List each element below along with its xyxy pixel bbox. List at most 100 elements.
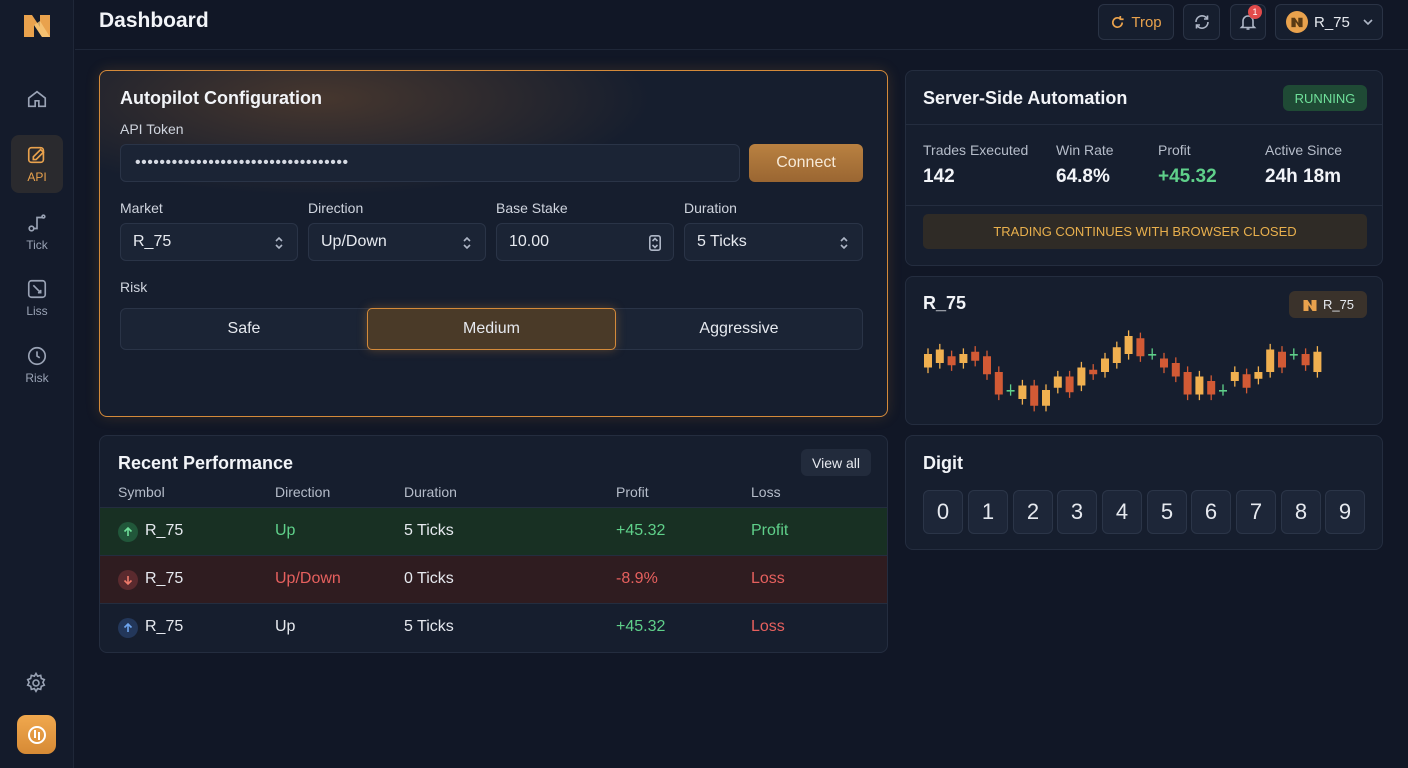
candle-body (1219, 390, 1227, 392)
header: Dashboard Trop 1 R_75 (75, 0, 1408, 50)
cell-symbol: R_75 (145, 618, 184, 635)
digit-button[interactable]: 5 (1147, 490, 1187, 534)
digit-panel: Digit 0 1 2 3 4 5 6 7 8 9 (905, 435, 1383, 550)
market-value: R_75 (133, 233, 172, 250)
cell-direction: Up (275, 618, 296, 635)
sidebar: API Tick Liss Risk (0, 0, 74, 768)
account-selector[interactable]: R_75 (1275, 4, 1383, 40)
market-select[interactable]: R_75 (120, 223, 298, 261)
candle-body (1266, 349, 1275, 372)
api-token-input[interactable]: ••••••••••••••••••••••••••••••••••• (120, 144, 740, 182)
candle-body (1065, 376, 1074, 393)
candle-body (1195, 376, 1204, 395)
sidebar-item-api[interactable]: API (11, 135, 63, 193)
table-row[interactable]: R_75 Up 5 Ticks +45.32 Profit (100, 507, 887, 555)
sort-icon (840, 236, 848, 250)
stat-label: Profit (1158, 142, 1191, 158)
arrow-down-icon (118, 570, 138, 590)
sidebar-item-liss[interactable]: Liss (11, 269, 63, 327)
candle-body (1018, 385, 1027, 399)
panel-title: Recent Performance (118, 453, 294, 473)
stat-label: Win Rate (1056, 142, 1114, 158)
trop-label: Trop (1131, 13, 1162, 31)
digit-button[interactable]: 9 (1325, 490, 1365, 534)
cell-profit: +45.32 (616, 618, 666, 635)
symbol-badge[interactable]: R_75 (1289, 291, 1367, 318)
candle-body (1042, 390, 1050, 406)
candle-body (1160, 358, 1168, 368)
candle-body (1124, 336, 1133, 354)
column-header-loss: Loss (751, 484, 781, 500)
candle-body (1242, 374, 1251, 388)
stat-label: Active Since (1265, 142, 1343, 158)
table-row[interactable]: R_75 Up/Down 0 Ticks -8.9% Loss (100, 555, 887, 603)
candle-body (1006, 390, 1015, 392)
candle-body (1207, 381, 1216, 395)
duration-select[interactable]: 5 Ticks (684, 223, 863, 261)
candle-body (1254, 372, 1263, 379)
sync-button[interactable] (1183, 4, 1220, 40)
digit-button[interactable]: 8 (1281, 490, 1321, 534)
risk-option-safe[interactable]: Safe (227, 320, 261, 337)
digit-button[interactable]: 7 (1236, 490, 1276, 534)
candle-body (1030, 385, 1039, 406)
cell-direction: Up (275, 522, 296, 539)
profile-button[interactable] (17, 715, 56, 754)
risk-option-aggressive[interactable]: Aggressive (699, 320, 779, 337)
trop-button[interactable]: Trop (1098, 4, 1174, 40)
column-header-duration: Duration (404, 484, 457, 500)
sync-icon (1194, 15, 1209, 29)
notification-badge: 1 (1248, 5, 1262, 19)
direction-value: Up/Down (321, 233, 387, 250)
chevron-down-icon (1363, 19, 1373, 26)
edit-icon (27, 146, 45, 164)
sort-icon (463, 236, 471, 250)
stake-label: Base Stake (496, 200, 568, 216)
sidebar-item-tick[interactable]: Tick (11, 203, 63, 261)
recent-performance-panel: Recent Performance View all Symbol Direc… (99, 435, 888, 653)
app-logo[interactable] (22, 11, 52, 39)
cell-duration: 5 Ticks (404, 618, 454, 635)
home-icon (27, 90, 47, 108)
table-row[interactable]: R_75 Up 5 Ticks +45.32 Loss (100, 603, 887, 651)
candle-body (983, 356, 991, 375)
cell-status: Loss (751, 618, 785, 635)
digit-button[interactable]: 6 (1191, 490, 1231, 534)
view-all-button[interactable]: View all (801, 449, 871, 476)
risk-label: Risk (120, 279, 148, 295)
sidebar-item-label: Tick (26, 238, 48, 252)
digit-button[interactable]: 1 (968, 490, 1008, 534)
notifications-button[interactable]: 1 (1230, 4, 1266, 40)
risk-option-medium[interactable]: Medium (367, 308, 616, 350)
cell-status: Loss (751, 570, 785, 587)
divider (906, 124, 1382, 125)
stat-value: +45.32 (1158, 166, 1217, 187)
settings-button[interactable] (24, 671, 48, 695)
digit-button[interactable]: 2 (1013, 490, 1053, 534)
chart-panel: R_75 R_75 (905, 276, 1383, 425)
connect-button[interactable]: Connect (749, 144, 863, 182)
sidebar-item-risk[interactable]: Risk (11, 336, 63, 394)
sidebar-item-home[interactable] (11, 70, 63, 128)
column-header-direction: Direction (275, 484, 331, 500)
cell-symbol: R_75 (145, 570, 184, 587)
direction-label: Direction (308, 200, 364, 216)
chart-square-icon (27, 279, 47, 299)
direction-select[interactable]: Up/Down (308, 223, 486, 261)
digit-button[interactable]: 0 (923, 490, 963, 534)
duration-label: Duration (684, 200, 737, 216)
stake-stepper[interactable]: 10.00 (496, 223, 674, 261)
panel-title: Autopilot Configuration (120, 88, 322, 108)
candle-body (1077, 367, 1086, 386)
candlestick-chart (924, 330, 1322, 412)
digit-button[interactable]: 3 (1057, 490, 1097, 534)
stepper-icon[interactable] (649, 235, 661, 251)
candle-body (1301, 354, 1310, 366)
candle-body (1101, 358, 1109, 372)
stat-label: Trades Executed (923, 142, 1029, 158)
market-label: Market (120, 200, 163, 216)
digit-button[interactable]: 4 (1102, 490, 1142, 534)
candle-body (947, 356, 956, 366)
stake-value: 10.00 (509, 233, 550, 250)
candle-body (1230, 372, 1239, 381)
